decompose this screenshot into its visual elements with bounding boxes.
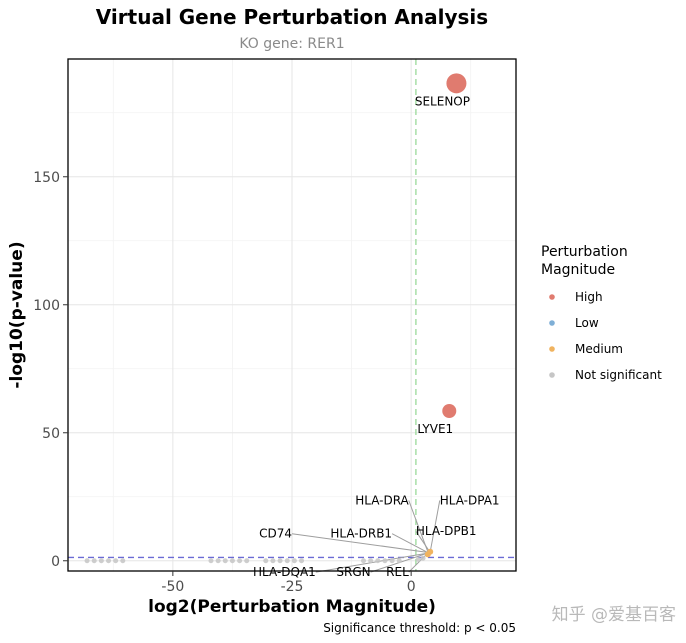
data-point: [299, 558, 305, 564]
data-point: [291, 558, 297, 564]
significance-caption: Significance threshold: p < 0.05: [323, 621, 516, 635]
x-tick-label: -50: [161, 579, 184, 595]
label-connector: [415, 530, 431, 553]
data-point: [446, 73, 467, 94]
data-point: [284, 558, 290, 564]
legend-label: Low: [575, 316, 599, 330]
data-point: [84, 558, 90, 564]
data-point: [237, 558, 243, 564]
point-labels: HLA-DRA HLA-DPA1 CD74 HLA-DRB1 HLA-DPB1 HLA-D…: [253, 94, 500, 579]
point-label: HLA-DQA1: [253, 565, 316, 579]
data-point: [98, 558, 104, 564]
grid: [68, 59, 516, 571]
point-label: SRGN: [336, 565, 370, 579]
data-point: [277, 558, 283, 564]
legend-swatch: [549, 372, 555, 378]
data-point: [208, 558, 214, 564]
data-point: [375, 558, 381, 564]
label-connector: [429, 500, 441, 552]
data-point: [396, 558, 402, 564]
data-point: [360, 558, 366, 564]
data-point: [415, 556, 421, 562]
x-tick-label: 0: [407, 579, 416, 595]
y-tick-label: 50: [42, 426, 60, 442]
data-point: [244, 558, 250, 564]
y-axis-label: -log10(p-value): [7, 241, 27, 388]
y-axis-ticks: 0 50 100 150: [33, 170, 68, 570]
label-connector: [291, 533, 430, 554]
x-axis-ticks: -50 -25 0: [161, 571, 416, 595]
y-tick-label: 100: [33, 298, 60, 314]
point-label: HLA-DPA1: [440, 493, 500, 507]
x-tick-label: -25: [281, 579, 304, 595]
data-point: [106, 558, 112, 564]
data-point: [229, 558, 235, 564]
legend-swatch: [549, 320, 555, 326]
data-point: [420, 555, 426, 561]
data-point: [120, 558, 126, 564]
legend-title-line-1: Perturbation: [541, 244, 628, 260]
label-connector: [408, 552, 429, 573]
data-points: [84, 73, 467, 564]
plot-area: HLA-DRA HLA-DPA1 CD74 HLA-DRB1 HLA-DPB1 HLA-D…: [67, 58, 517, 579]
legend-swatch: [549, 294, 555, 300]
point-label: CD74: [259, 527, 292, 541]
point-label: HLA-DRB1: [330, 527, 392, 541]
y-tick-label: 150: [33, 170, 60, 186]
label-connector: [391, 533, 429, 554]
data-point: [442, 404, 457, 418]
reference-lines: [68, 59, 516, 571]
point-label: HLA-DRA: [355, 493, 409, 507]
chart-title: Virtual Gene Perturbation Analysis: [96, 5, 488, 29]
legend-label: High: [575, 290, 603, 304]
label-connector: [408, 500, 429, 552]
data-point: [424, 551, 431, 558]
data-point: [113, 558, 119, 564]
data-point: [91, 558, 97, 564]
data-point: [263, 558, 269, 564]
data-point: [382, 558, 388, 564]
legend-items: High Low Medium Not significant: [549, 290, 662, 382]
data-point: [389, 558, 395, 564]
point-label: REL: [386, 565, 409, 579]
data-point: [215, 558, 221, 564]
data-point: [368, 558, 374, 564]
chart-subtitle: KO gene: RER1: [239, 36, 344, 52]
x-axis-label: log2(Perturbation Magnitude): [148, 597, 436, 617]
point-label: LYVE1: [417, 422, 453, 436]
watermark: 知乎 @爱基百客: [552, 605, 676, 625]
point-label: SELENOP: [415, 94, 470, 108]
legend-swatch: [549, 346, 555, 352]
data-point: [222, 558, 228, 564]
legend-label: Medium: [575, 342, 623, 356]
y-tick-label: 0: [51, 554, 60, 570]
legend-label: Not significant: [575, 368, 662, 382]
legend: Perturbation Magnitude High Low Medium Not …: [541, 244, 662, 382]
point-label: HLA-DPB1: [416, 524, 477, 538]
legend-title-line-2: Magnitude: [541, 262, 615, 278]
data-point: [270, 558, 276, 564]
